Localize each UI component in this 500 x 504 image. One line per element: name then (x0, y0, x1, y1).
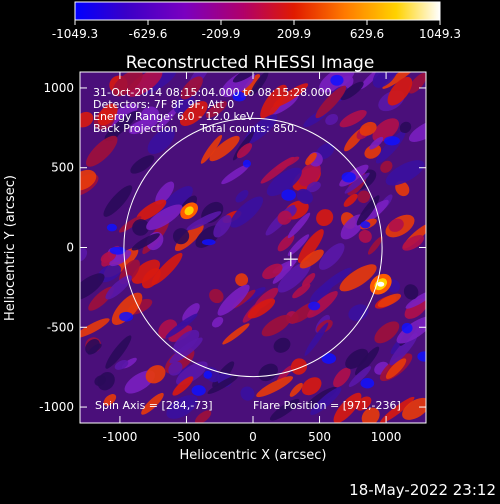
y-tick-label: -1000 (39, 400, 74, 414)
info-line: 31-Oct-2014 08:15:04.000 to 08:15:28.000 (93, 86, 332, 99)
x-tick-label: -500 (173, 430, 200, 444)
x-tick-label: 1000 (371, 430, 402, 444)
spin-axis-marker (283, 252, 298, 267)
y-tick-label: 0 (66, 241, 74, 255)
colorbar-gradient (74, 1, 441, 21)
observation-info: 31-Oct-2014 08:15:04.000 to 08:15:28.000… (93, 86, 332, 135)
y-tick-label: -500 (47, 320, 74, 334)
flare-position-label: Flare Position = [971,-236] (253, 399, 401, 412)
footer-timestamp: 18-May-2022 23:12 (349, 481, 496, 499)
info-line: Total counts: 850. (199, 122, 298, 135)
x-axis-label: Heliocentric X (arcsec) (180, 448, 327, 463)
colorbar-tick-label: -209.9 (202, 27, 241, 41)
x-tick-label: 0 (249, 430, 257, 444)
y-tick-label: 1000 (43, 81, 74, 95)
colorbar-tick-label: 629.6 (350, 27, 384, 41)
colorbar: -1049.3 -629.6 -209.9 209.9 629.6 1049.3 (52, 1, 461, 41)
info-line: Energy Range: 6.0 - 12.0 keV (93, 110, 254, 123)
colorbar-tick-label: -1049.3 (52, 27, 98, 41)
y-axis-label: Heliocentric Y (arcsec) (3, 175, 18, 321)
info-line: Back Projection (93, 122, 178, 135)
solar-limb-circle (123, 117, 383, 378)
spin-axis-label: Spin Axis = [284,-73] (95, 399, 213, 412)
chart-title: Reconstructed RHESSI Image (126, 53, 375, 73)
colorbar-tick-label: 209.9 (277, 27, 311, 41)
info-line: Detectors: 7F 8F 9F, Att 0 (93, 98, 234, 111)
x-tick-label: -1000 (102, 430, 137, 444)
colorbar-ticks: -1049.3 -629.6 -209.9 209.9 629.6 1049.3 (52, 20, 461, 41)
colorbar-tick-label: 1049.3 (419, 27, 461, 41)
y-tick-label: 500 (51, 161, 74, 175)
colorbar-tick-label: -629.6 (129, 27, 168, 41)
axes: -1000 -500 0 500 1000 1000 500 0 -500 -1000 (39, 72, 426, 444)
x-tick-label: 500 (308, 430, 331, 444)
